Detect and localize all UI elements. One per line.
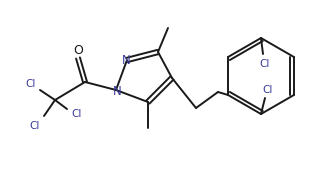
Text: Cl: Cl [260,59,270,69]
Text: Cl: Cl [26,79,36,89]
Text: N: N [113,84,121,98]
Text: Cl: Cl [30,121,40,131]
Text: Cl: Cl [72,109,82,119]
Text: O: O [73,43,83,57]
Text: Cl: Cl [263,85,273,95]
Text: N: N [122,54,131,67]
